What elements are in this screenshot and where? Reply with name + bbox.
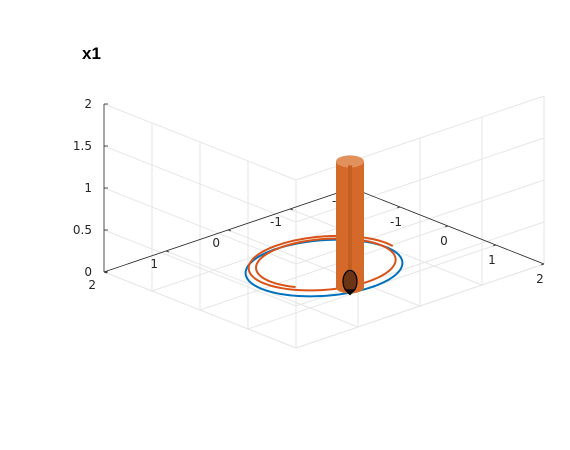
grid-line — [295, 263, 545, 349]
x-tick-label: -1 — [390, 215, 402, 229]
grid-line — [103, 103, 297, 181]
y-tick — [165, 250, 170, 253]
x-tick — [540, 263, 545, 266]
cylinder-shade — [348, 165, 352, 286]
y-tick — [289, 208, 294, 211]
grid-line — [103, 229, 297, 307]
grid-line — [227, 229, 421, 307]
grid-line — [103, 271, 297, 349]
y-tick-label: 0 — [212, 236, 220, 250]
grid-lines — [103, 95, 545, 349]
position-marker — [342, 269, 358, 293]
grid-line — [295, 221, 545, 307]
marker-tip — [344, 289, 356, 296]
z-tick-label: 0 — [84, 265, 92, 279]
x-tick — [444, 225, 449, 228]
axis-lines — [103, 103, 545, 274]
y-tick-label: -1 — [270, 215, 282, 229]
z-tick-labels: 0 0.5 1 1.5 2 — [73, 97, 92, 279]
y-tick — [227, 229, 232, 232]
x-tick — [396, 206, 401, 209]
x-tick-label: 2 — [536, 272, 544, 286]
z-tick-label: 2 — [84, 97, 92, 111]
z-tick-label: 1.5 — [73, 139, 92, 153]
data-series — [244, 155, 404, 298]
z-tick-label: 1 — [84, 181, 92, 195]
y-tick-label: 1 — [150, 257, 158, 271]
y-tick-label: 2 — [88, 278, 96, 292]
chart-title: x1 — [82, 44, 101, 63]
grid-line — [103, 145, 297, 223]
spiral-trajectory — [247, 234, 397, 292]
cylinder-top — [336, 155, 364, 168]
x-tick — [492, 244, 497, 247]
x-tick-label: 0 — [440, 234, 448, 248]
z-tick-label: 0.5 — [73, 223, 92, 237]
x-tick-label: 1 — [488, 253, 496, 267]
